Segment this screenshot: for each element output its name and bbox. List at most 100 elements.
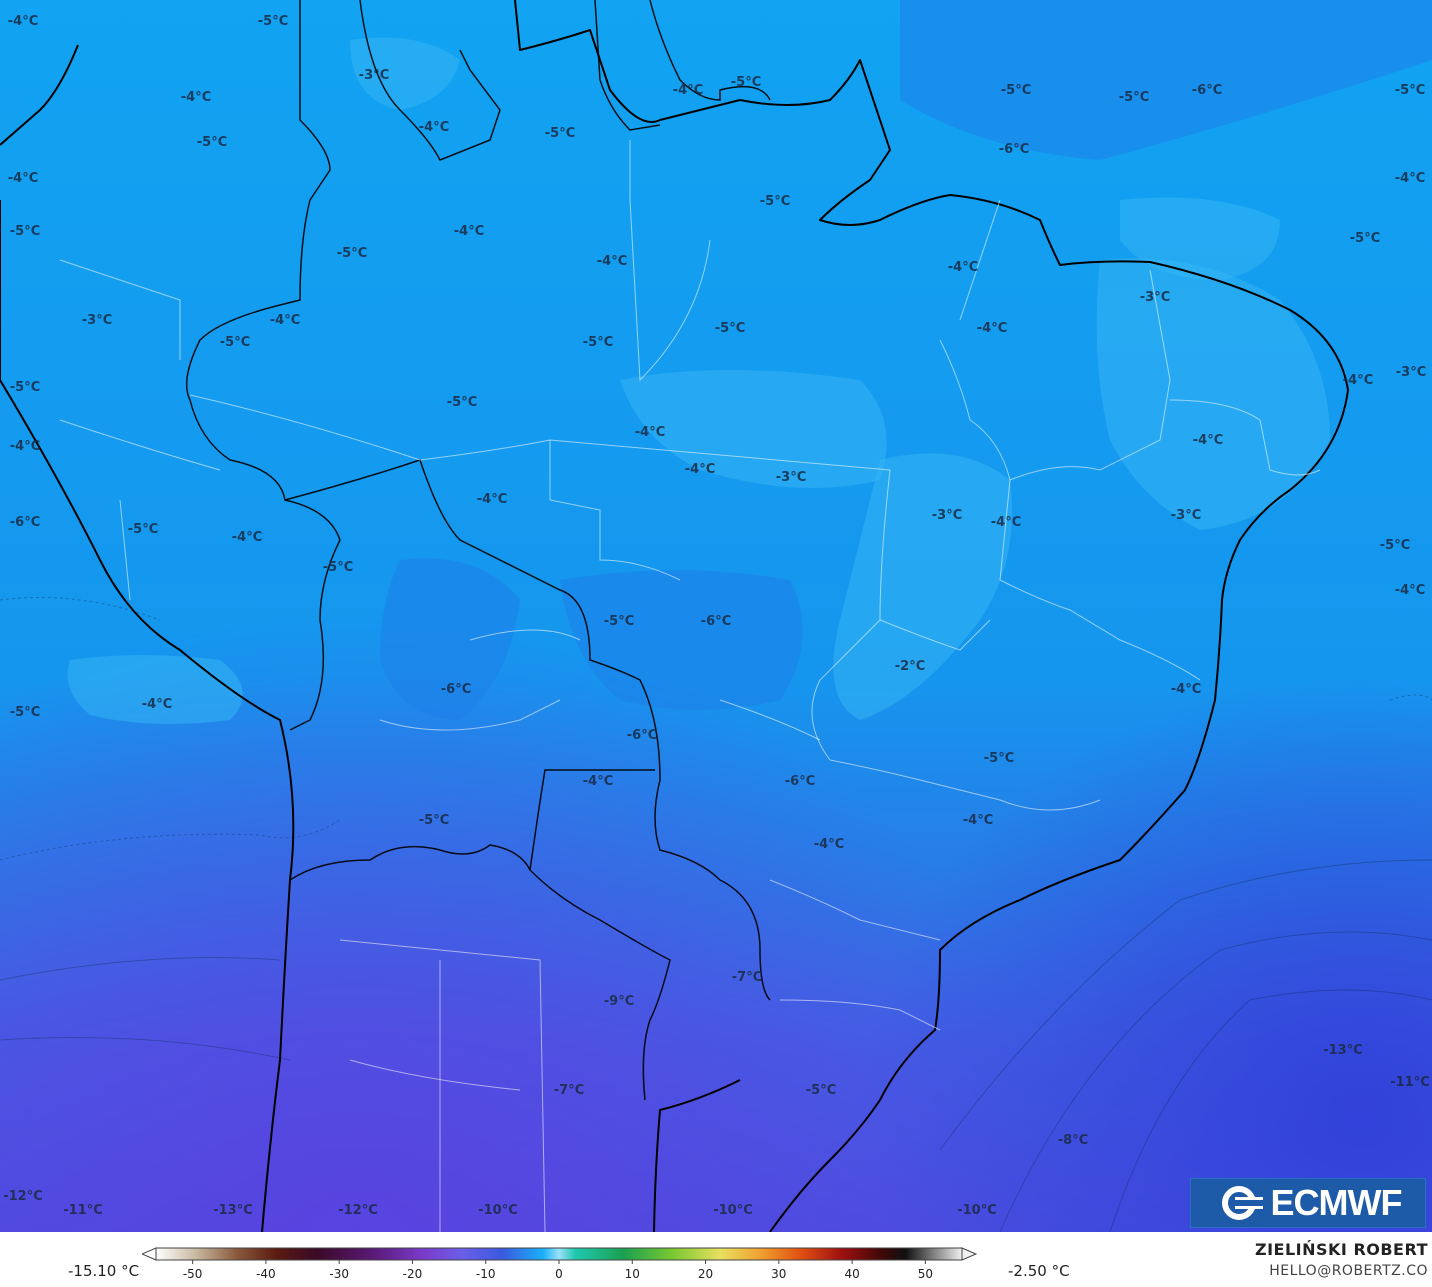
temperature-label: -9°C (604, 994, 634, 1009)
temperature-label: -6°C (785, 774, 815, 789)
temperature-label: -5°C (323, 560, 353, 575)
temperature-label: -5°C (583, 335, 613, 350)
temperature-label: -6°C (999, 142, 1029, 157)
temperature-label: -13°C (213, 1203, 253, 1218)
map-canvas: -4°C -5°C -3°C -4°C -4°C -4°C -5°C -5°C -5°C -5°C… (0, 0, 1432, 1232)
temperature-label: -4°C (814, 837, 844, 852)
temperature-label: -4°C (477, 492, 507, 507)
temperature-label: -3°C (1171, 508, 1201, 523)
temperature-labels: -4°C -5°C -3°C -4°C -4°C -4°C -5°C -5°C -5°C -5°C… (3, 14, 1430, 1218)
temperature-label: -5°C (984, 751, 1014, 766)
temperature-label: -3°C (932, 508, 962, 523)
temperature-label: -4°C (948, 260, 978, 275)
national-borders (185, 0, 771, 1101)
temperature-label: -6°C (441, 682, 471, 697)
temperature-label: -4°C (270, 313, 300, 328)
colorbar-tick-label: 20 (698, 1267, 713, 1281)
temperature-label: -4°C (1395, 171, 1425, 186)
colorbar-tick-label: 40 (844, 1267, 859, 1281)
colorbar-tick-label: -40 (256, 1267, 276, 1281)
temperature-label: -6°C (627, 728, 657, 743)
temperature-label: -4°C (419, 120, 449, 135)
temperature-label: -5°C (197, 135, 227, 150)
temperature-label: -5°C (760, 194, 790, 209)
temperature-label: -5°C (1395, 83, 1425, 98)
temperature-label: -5°C (1350, 231, 1380, 246)
temperature-label: -4°C (991, 515, 1021, 530)
legend-max-value: -2.50 °C (1008, 1262, 1070, 1280)
temperature-label: -4°C (8, 14, 38, 29)
temperature-label: -5°C (545, 126, 575, 141)
temperature-label: -5°C (731, 75, 761, 90)
temperature-label: -8°C (1058, 1133, 1088, 1148)
temperature-label: -10°C (957, 1203, 997, 1218)
temperature-colorbar: -50 -40 -30 -20 -10 0 10 20 30 40 50 (142, 1247, 978, 1281)
temperature-label: -5°C (128, 522, 158, 537)
temperature-label: -10°C (478, 1203, 518, 1218)
temperature-label: -4°C (1171, 682, 1201, 697)
temperature-label: -4°C (583, 774, 613, 789)
temperature-label: -4°C (977, 321, 1007, 336)
temperature-label: -4°C (635, 425, 665, 440)
temperature-label: -5°C (806, 1083, 836, 1098)
temperature-label: -5°C (715, 321, 745, 336)
colorbar-tick-label: 30 (771, 1267, 786, 1281)
temperature-label: -11°C (1390, 1075, 1430, 1090)
colorbar-tick-label: -30 (329, 1267, 349, 1281)
temperature-label: -5°C (1380, 538, 1410, 553)
temperature-label: -5°C (419, 813, 449, 828)
colorbar-tick-label: 0 (555, 1267, 563, 1281)
ecmwf-logo-icon (1221, 1186, 1263, 1220)
temperature-label: -5°C (604, 614, 634, 629)
author-name: ZIELIŃSKI ROBERT (1254, 1240, 1428, 1259)
temperature-label: -12°C (3, 1189, 43, 1204)
colorbar-ticks: -50 -40 -30 -20 -10 0 10 20 30 40 50 (183, 1260, 933, 1281)
temperature-label: -4°C (181, 90, 211, 105)
legend-footer: -15.10 °C (0, 1232, 1432, 1287)
temperature-label: -3°C (776, 470, 806, 485)
temperature-label: -5°C (10, 224, 40, 239)
temperature-label: -3°C (82, 313, 112, 328)
temperature-label: -4°C (1193, 433, 1223, 448)
temperature-label: -5°C (337, 246, 367, 261)
colorbar-max-arrow (961, 1247, 978, 1261)
colorbar-tick-label: -10 (476, 1267, 496, 1281)
temperature-label: -4°C (10, 439, 40, 454)
state-borders (59, 140, 1321, 1232)
temperature-label: -4°C (142, 697, 172, 712)
temperature-label: -4°C (232, 530, 262, 545)
temperature-label: -5°C (10, 380, 40, 395)
ecmwf-logo: ECMWF (1190, 1178, 1426, 1228)
temperature-label: -4°C (8, 171, 38, 186)
ecmwf-logo-text: ECMWF (1270, 1182, 1403, 1223)
cool-patches (380, 0, 1432, 720)
temperature-label: -4°C (673, 83, 703, 98)
colorbar-tick-label: -20 (403, 1267, 423, 1281)
colorbar-gradient (155, 1247, 963, 1261)
temperature-label: -13°C (1323, 1043, 1363, 1058)
temperature-label: -12°C (338, 1203, 378, 1218)
temperature-label: -5°C (258, 14, 288, 29)
colorbar-tick-label: -50 (183, 1267, 203, 1281)
colorbar-min-arrow (142, 1247, 157, 1261)
colorbar-tick-label: 50 (918, 1267, 933, 1281)
temperature-label: -6°C (10, 515, 40, 530)
temperature-label: -5°C (1001, 83, 1031, 98)
temperature-label: -4°C (685, 462, 715, 477)
temperature-label: -4°C (963, 813, 993, 828)
temperature-label: -3°C (359, 68, 389, 83)
contour-lines (0, 597, 1432, 1232)
author-credit: ZIELIŃSKI ROBERT HELLO@ROBERTZ.CO (1255, 1240, 1428, 1279)
temperature-label: -6°C (1192, 83, 1222, 98)
temperature-map: -4°C -5°C -3°C -4°C -4°C -4°C -5°C -5°C -5°C -5°C… (0, 0, 1432, 1232)
temperature-label: -11°C (63, 1203, 103, 1218)
temperature-label: -3°C (1396, 365, 1426, 380)
temperature-label: -6°C (701, 614, 731, 629)
legend-min-value: -15.10 °C (68, 1262, 140, 1280)
temperature-label: -5°C (220, 335, 250, 350)
temperature-label: -5°C (1119, 90, 1149, 105)
temperature-label: -7°C (554, 1083, 584, 1098)
temperature-label: -3°C (1140, 290, 1170, 305)
coastline (0, 0, 1349, 1232)
temperature-label: -4°C (1343, 373, 1373, 388)
